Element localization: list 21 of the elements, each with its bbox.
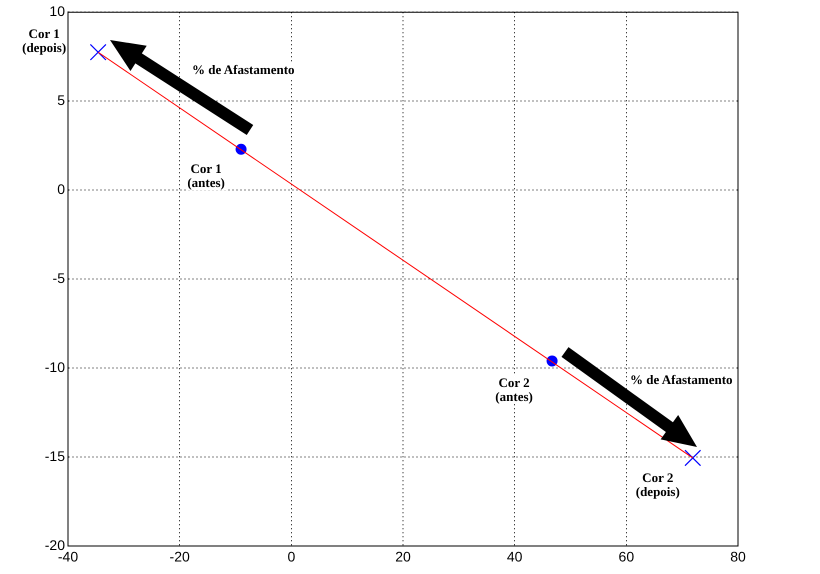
x-tick-label: -20 xyxy=(170,548,190,564)
annotation: Cor 2 (antes) xyxy=(495,374,533,404)
annotation: % de Afastamento xyxy=(192,62,295,78)
y-tick-label: 5 xyxy=(57,92,66,108)
annotation: Cor 2 (depois) xyxy=(636,470,680,499)
y-tick-label: 0 xyxy=(57,180,66,197)
x-tick-label: 40 xyxy=(506,548,523,564)
y-tick-label: -15 xyxy=(44,448,66,464)
point xyxy=(90,44,107,61)
y-tick-label: -5 xyxy=(52,270,66,286)
y-tick-label: -10 xyxy=(44,358,66,375)
y-tick-label: 10 xyxy=(49,3,66,20)
annotation: Cor 1 (depois) xyxy=(22,26,66,56)
y-tick-label: -20 xyxy=(44,536,66,553)
x-tick-label: 80 xyxy=(730,548,746,564)
point xyxy=(684,450,702,466)
x-tick-label: 0 xyxy=(287,548,296,564)
x-tick-label: 60 xyxy=(618,548,634,564)
x-tick-label: 20 xyxy=(395,548,411,564)
annotation: % de Afastamento xyxy=(630,372,733,388)
annotation: Cor 1 (antes) xyxy=(187,161,225,190)
